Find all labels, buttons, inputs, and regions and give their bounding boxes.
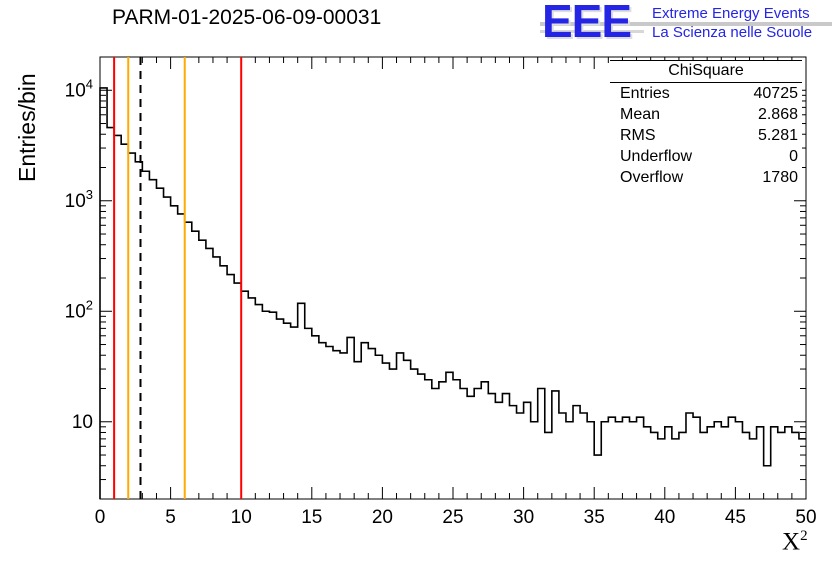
stats-row-rms: RMS 5.281	[610, 125, 802, 146]
svg-text:25: 25	[442, 507, 463, 528]
stats-row-entries: Entries 40725	[610, 83, 802, 104]
plot-title: PARM-01-2025-06-09-00031	[112, 6, 382, 29]
stats-value: 2.868	[757, 106, 798, 123]
stats-value: 40725	[753, 85, 799, 102]
stats-label: Entries	[620, 85, 670, 102]
logo-caption-line1: Extreme Energy Events	[652, 5, 810, 22]
svg-text:102: 102	[65, 297, 93, 322]
stats-label: RMS	[620, 127, 656, 144]
svg-text:35: 35	[584, 507, 605, 528]
logo-caption-line2: La Scienza nelle Scuole	[652, 24, 813, 41]
logo-strike-line	[540, 22, 832, 26]
stats-label: Underflow	[620, 148, 693, 165]
stats-label: Overflow	[620, 169, 684, 186]
svg-text:104: 104	[65, 76, 93, 101]
stats-box: ChiSquare Entries 40725 Mean 2.868 RMS 5…	[610, 60, 802, 188]
x-axis-title: X2	[782, 528, 808, 556]
stats-box-title: ChiSquare	[610, 61, 802, 83]
svg-text:20: 20	[372, 507, 393, 528]
logo-caption: Extreme Energy Events La Scienza nelle S…	[652, 4, 812, 42]
logo-strike-line-2	[540, 30, 644, 33]
svg-text:103: 103	[65, 187, 93, 212]
eee-logo: EEE	[542, 0, 632, 47]
stats-value: 0	[789, 148, 798, 165]
y-axis-title: Entries/bin	[14, 73, 40, 182]
stats-value: 1780	[762, 169, 798, 186]
stats-row-mean: Mean 2.868	[610, 104, 802, 125]
svg-text:15: 15	[301, 507, 322, 528]
svg-text:10: 10	[72, 412, 93, 433]
stats-row-underflow: Underflow 0	[610, 146, 802, 167]
svg-text:30: 30	[513, 507, 534, 528]
svg-text:40: 40	[654, 507, 675, 528]
svg-text:45: 45	[725, 507, 746, 528]
svg-text:10: 10	[231, 507, 252, 528]
svg-text:50: 50	[795, 507, 816, 528]
stats-value: 5.281	[757, 127, 798, 144]
stats-row-overflow: Overflow 1780	[610, 167, 802, 188]
svg-text:0: 0	[95, 507, 106, 528]
stats-label: Mean	[620, 106, 661, 123]
svg-text:5: 5	[165, 507, 176, 528]
